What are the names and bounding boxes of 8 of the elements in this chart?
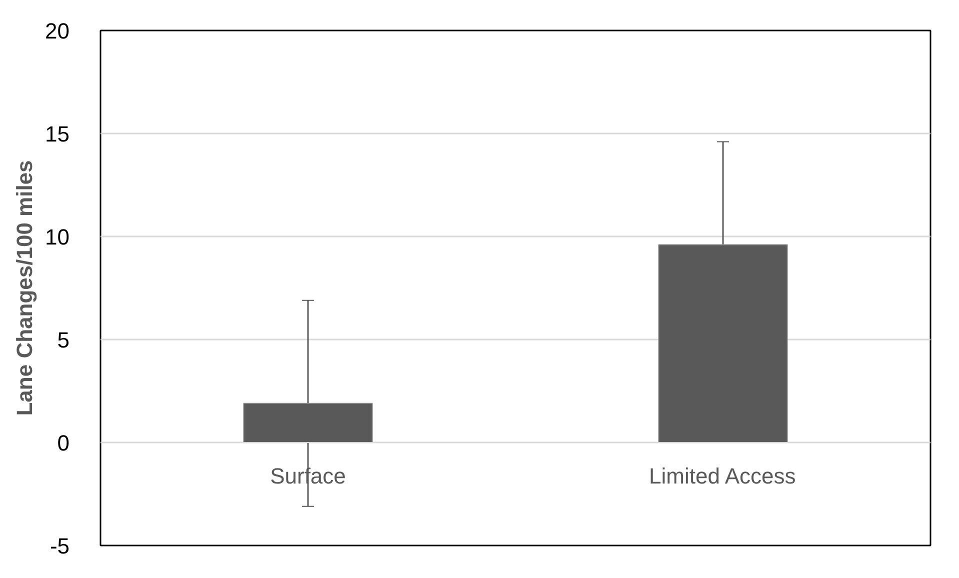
y-tick-label: -5 (50, 534, 70, 558)
y-tick-label: 15 (45, 122, 70, 146)
y-tick-label: 5 (57, 328, 70, 352)
y-tick-label: 0 (57, 430, 70, 456)
y-axis-title: Lane Changes/100 miles (12, 160, 38, 416)
y-tick-label: 20 (45, 18, 70, 44)
x-tick-label: Limited Access (649, 464, 796, 488)
y-tick-label: 10 (45, 224, 70, 250)
